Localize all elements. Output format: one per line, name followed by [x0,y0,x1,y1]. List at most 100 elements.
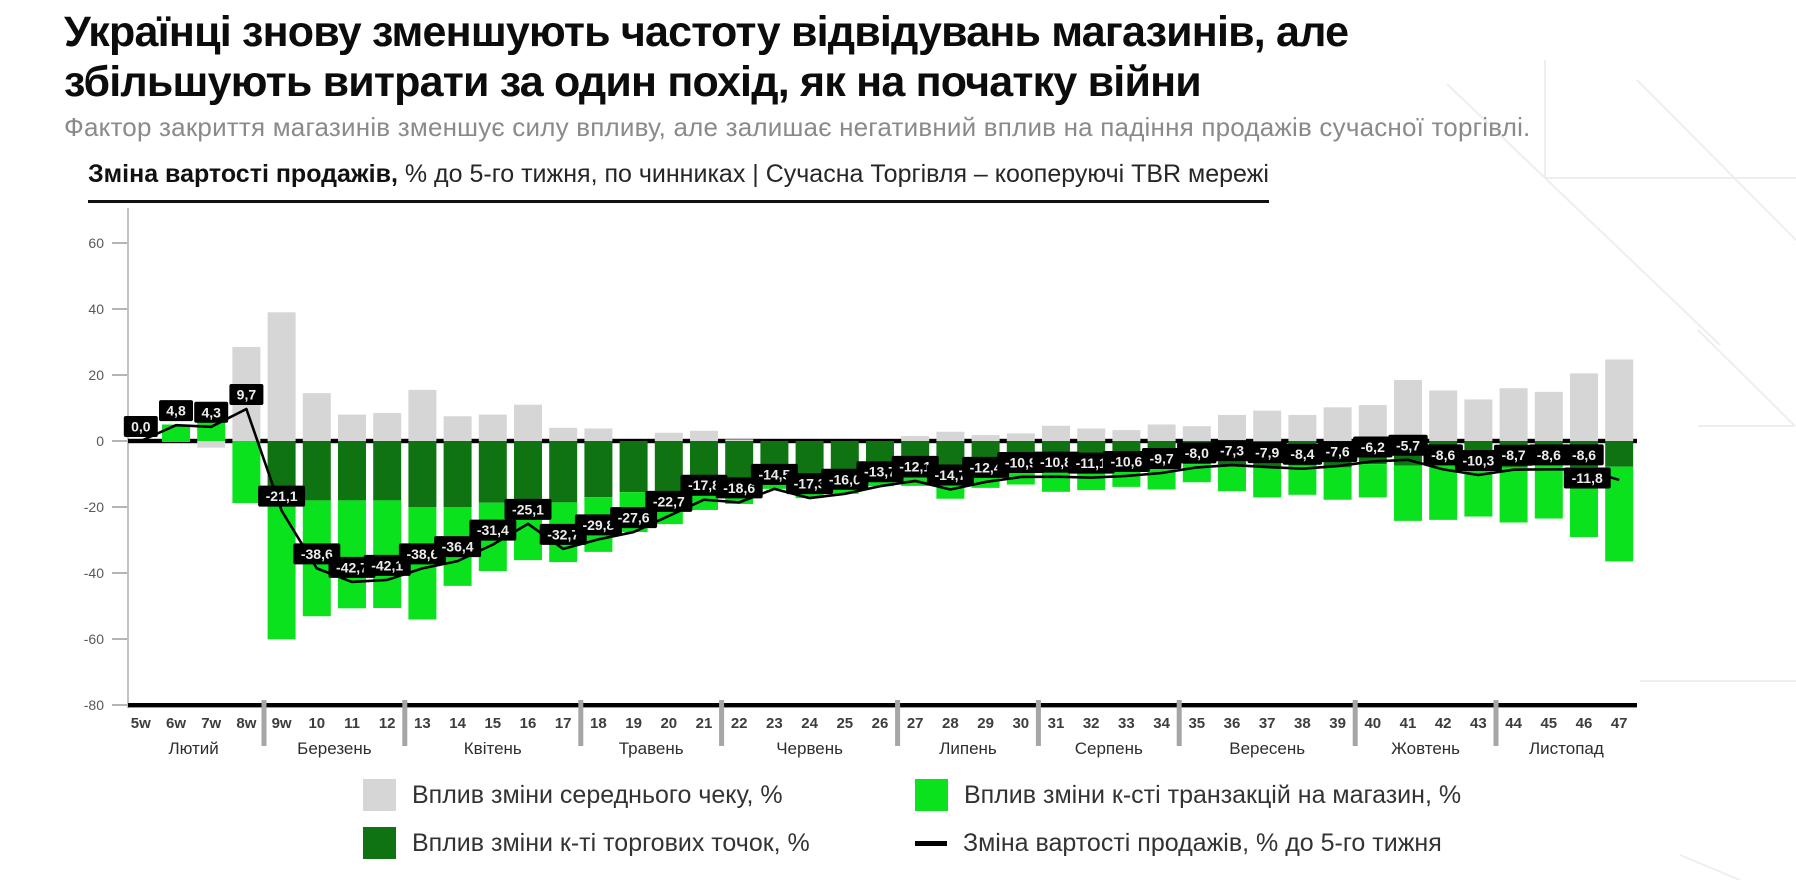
svg-text:31: 31 [1048,715,1065,732]
chart-area: 60 40 20 0 -20 -40 -60 -80 5w 6w 7w 8w 9w 10 11 12 13 14 1… [0,200,1796,760]
avg-check-swatch [363,779,396,811]
svg-text:25: 25 [836,715,853,732]
svg-text:30: 30 [1012,715,1029,732]
svg-text:-16,0: -16,0 [829,471,861,487]
svg-text:-8,4: -8,4 [1290,446,1314,462]
svg-text:33: 33 [1118,715,1135,732]
svg-text:-8,6: -8,6 [1431,447,1455,463]
svg-text:Вересень: Вересень [1229,739,1305,758]
svg-text:-13,7: -13,7 [864,464,896,480]
svg-text:Серпень: Серпень [1075,739,1143,758]
svg-text:-14,5: -14,5 [758,466,790,482]
svg-text:-10,8: -10,8 [1040,454,1072,470]
svg-text:14: 14 [449,715,466,732]
svg-text:-10,3: -10,3 [1462,452,1494,468]
svg-text:-40: -40 [84,565,104,581]
svg-text:38: 38 [1294,715,1311,732]
svg-text:-21,1: -21,1 [266,488,298,504]
svg-text:17: 17 [555,715,572,732]
svg-text:-14,7: -14,7 [934,467,966,483]
svg-text:18: 18 [590,715,607,732]
svg-text:-38,6: -38,6 [301,546,333,562]
transactions-swatch [915,779,948,811]
svg-text:-22,7: -22,7 [653,493,685,509]
svg-text:36: 36 [1224,715,1241,732]
svg-text:15: 15 [484,715,501,732]
legend-label-transactions: Вплив зміни к-сті транзакцій на магазин,… [964,780,1462,809]
svg-text:40: 40 [88,301,104,317]
svg-text:26: 26 [872,715,889,732]
svg-text:16: 16 [520,715,537,732]
svg-text:-12,4: -12,4 [970,459,1002,475]
svg-text:Травень: Травень [619,739,684,758]
legend-item-total-line: Зміна вартості продажів, % до 5-го тижня [915,819,1442,867]
svg-text:22: 22 [731,715,748,732]
svg-text:-8,0: -8,0 [1185,445,1209,461]
svg-text:4,3: 4,3 [201,404,221,420]
svg-text:-8,6: -8,6 [1572,447,1596,463]
svg-text:-18,6: -18,6 [723,480,755,496]
svg-text:-10,6: -10,6 [1110,453,1142,469]
svg-text:-8,6: -8,6 [1537,447,1561,463]
svg-text:-8,7: -8,7 [1502,447,1526,463]
svg-text:8w: 8w [236,715,256,732]
svg-text:-7,3: -7,3 [1220,443,1244,459]
svg-text:Листопад: Листопад [1529,739,1604,758]
svg-text:Червень: Червень [776,739,843,758]
svg-text:7w: 7w [201,715,221,732]
svg-text:0,0: 0,0 [131,419,151,435]
svg-text:-27,6: -27,6 [618,510,650,526]
svg-text:42: 42 [1435,715,1452,732]
legend-label-total-line: Зміна вартості продажів, % до 5-го тижня [963,828,1442,857]
stores-swatch [363,827,396,859]
svg-text:35: 35 [1188,715,1205,732]
svg-text:-60: -60 [84,631,104,647]
svg-text:45: 45 [1540,715,1557,732]
svg-text:44: 44 [1505,715,1522,732]
svg-text:-7,9: -7,9 [1255,445,1279,461]
svg-text:-25,1: -25,1 [512,501,544,517]
legend-item-transactions: Вплив зміни к-сті транзакцій на магазин,… [915,771,1461,819]
svg-text:60: 60 [88,235,104,251]
svg-text:21: 21 [696,715,713,732]
legend-label-stores: Вплив зміни к-ті торгових точок, % [412,828,810,857]
svg-text:-17,8: -17,8 [688,477,720,493]
svg-text:23: 23 [766,715,783,732]
svg-text:4,8: 4,8 [166,403,186,419]
chart-title-bold: Зміна вартості продажів, [88,160,398,188]
svg-text:Липень: Липень [939,739,997,758]
svg-text:0: 0 [96,433,104,449]
chart-title-rest: % до 5-го тижня, по чинниках | Сучасна Т… [397,160,1269,188]
page-subtitle: Фактор закриття магазинів зменшує силу в… [64,112,1531,142]
svg-text:-11,1: -11,1 [1076,455,1107,471]
svg-text:-80: -80 [84,697,104,713]
svg-text:11: 11 [344,715,360,732]
svg-text:-31,4: -31,4 [477,522,509,538]
svg-text:41: 41 [1400,715,1417,732]
svg-text:13: 13 [414,715,431,732]
svg-text:46: 46 [1576,715,1593,732]
svg-text:Жовтень: Жовтень [1391,739,1460,758]
svg-text:29: 29 [977,715,994,732]
svg-text:-17,3: -17,3 [794,476,826,492]
svg-text:-5,7: -5,7 [1396,437,1420,453]
svg-text:Березень: Березень [297,739,372,758]
svg-text:-12,1: -12,1 [899,458,931,474]
svg-text:-7,6: -7,6 [1326,444,1350,460]
svg-text:-9,7: -9,7 [1150,451,1174,467]
svg-text:-10,9: -10,9 [1005,454,1037,470]
svg-text:32: 32 [1083,715,1100,732]
svg-text:-20: -20 [84,499,104,515]
svg-text:27: 27 [907,715,924,732]
svg-text:-11,8: -11,8 [1572,470,1603,486]
svg-text:6w: 6w [166,715,186,732]
legend-item-avg-check: Вплив зміни середнього чеку, % [363,771,783,819]
svg-text:-38,6: -38,6 [406,546,438,562]
svg-text:37: 37 [1259,715,1276,732]
svg-text:10: 10 [308,715,325,732]
svg-text:40: 40 [1364,715,1381,732]
svg-text:12: 12 [379,715,396,732]
